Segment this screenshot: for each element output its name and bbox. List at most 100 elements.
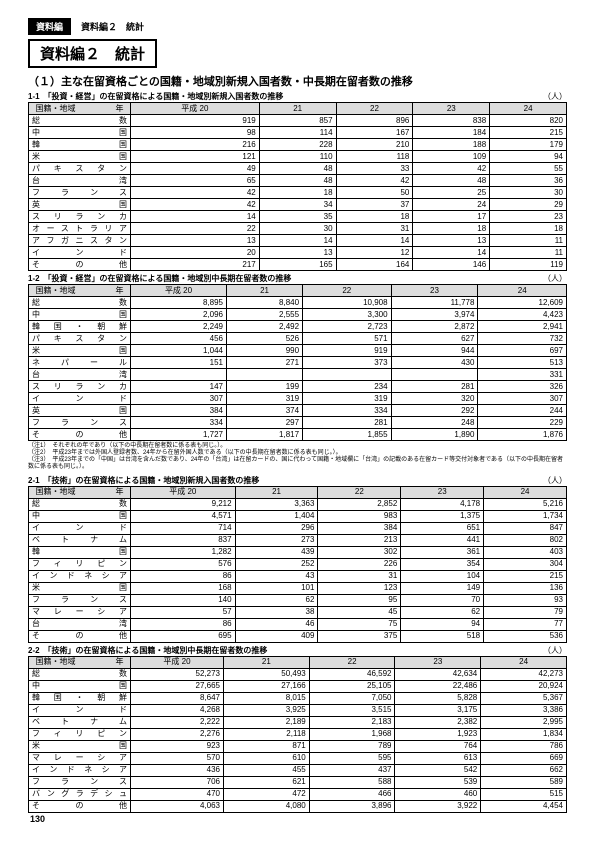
row-label: フランス <box>29 187 131 199</box>
th-h24: 24 <box>484 486 567 498</box>
th-h22: 22 <box>309 656 395 668</box>
table-row: インド 2013121411 <box>29 247 567 259</box>
cell-value: 31 <box>336 223 413 235</box>
cell-value: 1,855 <box>303 429 392 441</box>
row-label: オーストラリア <box>29 223 131 235</box>
cell-value: 37 <box>336 199 413 211</box>
cell-value: 101 <box>235 582 318 594</box>
th-region: 国籍・地域 年 <box>29 285 131 297</box>
cell-value: 837 <box>131 534 236 546</box>
cell-value: 838 <box>413 115 490 127</box>
row-label: インド <box>29 704 131 716</box>
table-row: 英国 4234372429 <box>29 199 567 211</box>
row-label: 総数 <box>29 115 131 127</box>
cell-value: 334 <box>131 417 227 429</box>
cell-value: 472 <box>223 788 309 800</box>
cell-value: 24 <box>413 199 490 211</box>
cell-value: 732 <box>478 333 567 345</box>
cell-value: 2,492 <box>227 321 303 333</box>
th-h21: 21 <box>227 285 303 297</box>
table-row: フランス 334297281248229 <box>29 417 567 429</box>
cell-value: 2,189 <box>223 716 309 728</box>
cell-value: 29 <box>490 199 567 211</box>
cell-value: 36 <box>490 175 567 187</box>
row-label: インド <box>29 522 131 534</box>
row-label: その他 <box>29 630 131 642</box>
cell-value: 23 <box>490 211 567 223</box>
cell-value: 184 <box>413 127 490 139</box>
row-label: 韓国 <box>29 139 131 151</box>
cell-value <box>131 369 227 381</box>
row-label: バングラデシュ <box>29 788 131 800</box>
row-label: 総数 <box>29 498 131 510</box>
cell-value: 146 <box>413 259 490 271</box>
cell-value: 1,817 <box>227 429 303 441</box>
table-caption: 1-1 「投資・経営」の在留資格による国籍・地域別新規入国者数の推移（人） <box>28 91 567 102</box>
cell-value: 3,515 <box>309 704 395 716</box>
cell-value: 470 <box>131 788 224 800</box>
cell-value: 2,096 <box>131 309 227 321</box>
cell-value <box>303 369 392 381</box>
cell-value <box>227 369 303 381</box>
row-label: マレーシア <box>29 752 131 764</box>
cell-value: 307 <box>131 393 227 405</box>
cell-value: 373 <box>303 357 392 369</box>
cell-value: 34 <box>259 199 336 211</box>
row-label: 韓国・朝鮮 <box>29 321 131 333</box>
table-row: 英国 384374334292244 <box>29 405 567 417</box>
cell-value: 1,282 <box>131 546 236 558</box>
th-h23: 23 <box>391 285 478 297</box>
row-label: 米国 <box>29 740 131 752</box>
table-row: 台湾 8646759477 <box>29 618 567 630</box>
row-label: その他 <box>29 429 131 441</box>
cell-value: 27,166 <box>223 680 309 692</box>
cell-value: 234 <box>303 381 392 393</box>
cell-value: 857 <box>259 115 336 127</box>
table-row: 米国 1,044990919944697 <box>29 345 567 357</box>
table-row: その他 1,7271,8171,8551,8901,876 <box>29 429 567 441</box>
cell-value: 42,273 <box>481 668 567 680</box>
cell-value: 75 <box>318 618 401 630</box>
cell-value: 52,273 <box>131 668 224 680</box>
cell-value: 2,249 <box>131 321 227 333</box>
cell-value: 576 <box>131 558 236 570</box>
cell-value: 248 <box>391 417 478 429</box>
cell-value: 5,828 <box>395 692 481 704</box>
row-label: 台湾 <box>29 175 131 187</box>
cell-value: 11,778 <box>391 297 478 309</box>
table-row: 米国 168101123149136 <box>29 582 567 594</box>
cell-value: 944 <box>391 345 478 357</box>
cell-value: 164 <box>336 259 413 271</box>
cell-value: 86 <box>131 570 236 582</box>
cell-value: 2,276 <box>131 728 224 740</box>
cell-value: 210 <box>336 139 413 151</box>
row-label: スリランカ <box>29 381 131 393</box>
cell-value: 571 <box>303 333 392 345</box>
cell-value: 2,723 <box>303 321 392 333</box>
row-label: ネパール <box>29 357 131 369</box>
th-region: 国籍・地域 年 <box>29 656 131 668</box>
table-row: フランス 706621588539589 <box>29 776 567 788</box>
cell-value: 439 <box>235 546 318 558</box>
table-row: 総数 919857896838820 <box>29 115 567 127</box>
cell-value: 33 <box>336 163 413 175</box>
cell-value: 4,454 <box>481 800 567 812</box>
th-h24: 24 <box>478 285 567 297</box>
row-label: 台湾 <box>29 618 131 630</box>
cell-value: 244 <box>478 405 567 417</box>
cell-value: 613 <box>395 752 481 764</box>
table-row: 総数 9,2123,3632,8524,1785,216 <box>29 498 567 510</box>
row-label: インドネシア <box>29 570 131 582</box>
cell-value: 3,925 <box>223 704 309 716</box>
cell-value: 2,382 <box>395 716 481 728</box>
table-row: 中国 27,66527,16625,10522,48620,924 <box>29 680 567 692</box>
cell-value: 77 <box>484 618 567 630</box>
cell-value: 542 <box>395 764 481 776</box>
cell-value: 5,367 <box>481 692 567 704</box>
table-row: バングラデシュ 470472466460515 <box>29 788 567 800</box>
cell-value: 35 <box>259 211 336 223</box>
data-table: 国籍・地域 年 平成 20 21 22 23 24 総数 9,2123,3632… <box>28 486 567 643</box>
cell-value: 2,222 <box>131 716 224 728</box>
data-table: 国籍・地域 年 平成 20 21 22 23 24 総数 91985789683… <box>28 102 567 271</box>
cell-value: 8,840 <box>227 297 303 309</box>
